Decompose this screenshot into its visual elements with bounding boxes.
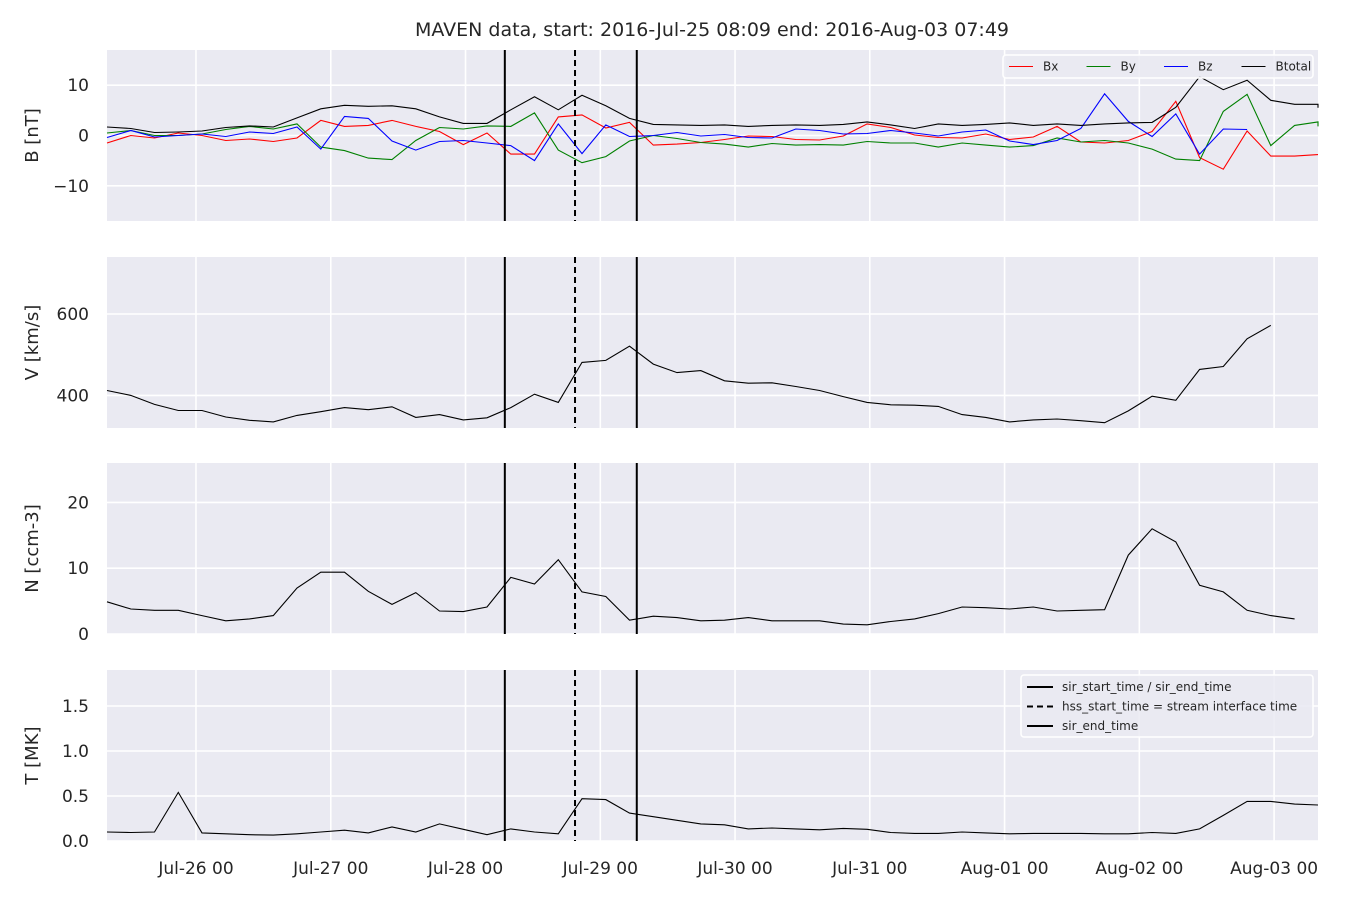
xtick-label-7: Aug-02 00 (1095, 859, 1183, 879)
v-panel-ylabel: V [km/s] (22, 305, 43, 380)
xtick-label-5: Jul-31 00 (831, 859, 907, 879)
legend-label-Bx: Bx (1043, 60, 1058, 74)
n-panel-ytick-label: 20 (67, 493, 89, 513)
v-panel-ytick-label: 600 (57, 305, 89, 325)
t-panel-ylabel: T [MK] (22, 726, 43, 785)
xtick-label-0: Jul-26 00 (157, 859, 233, 879)
b-panel-series-Btotal (106, 75, 1319, 134)
b-panel-ytick-label: −10 (53, 177, 89, 197)
t-panel-series-0 (106, 791, 1319, 836)
t-panel-ytick-label: 1.5 (62, 697, 89, 717)
legend-label-By: By (1121, 60, 1136, 74)
legend-label-event-0: sir_start_time / sir_end_time (1062, 680, 1232, 694)
n-panel-ytick-label: 10 (67, 559, 89, 579)
b-panel-ytick-label: 10 (67, 76, 89, 96)
legend-label-event-1: hss_start_time = stream interface time (1062, 700, 1297, 714)
v-panel: 400 600 V [km/s] (22, 257, 1318, 428)
xtick-label-3: Jul-29 00 (562, 859, 638, 879)
chart-title: MAVEN data, start: 2016-Jul-25 08:09 end… (415, 19, 1009, 41)
n-panel-background (107, 463, 1318, 634)
v-panel-series-0 (106, 324, 1272, 424)
t-legend-box (1020, 674, 1314, 738)
t-panel-ytick-label: 0.0 (62, 832, 89, 852)
t-panel-ytick-label: 0.5 (62, 787, 89, 807)
xtick-label-6: Aug-01 00 (961, 859, 1049, 879)
b-panel-series-By (106, 93, 1319, 164)
n-panel-ylabel: N [ccm-3] (22, 504, 43, 593)
legend-label-Bz: Bz (1198, 60, 1213, 74)
xtick-label-8: Aug-03 00 (1230, 859, 1318, 879)
b-panel: −10 0 10 B [nT] Bx By Bz Btotal (22, 50, 1319, 221)
t-legend: sir_start_time / sir_end_time hss_start_t… (1020, 674, 1314, 738)
b-legend: Bx By Bz Btotal (1002, 54, 1314, 79)
xtick-label-4: Jul-30 00 (696, 859, 772, 879)
v-panel-ytick-label: 400 (57, 386, 89, 406)
legend-label-event-2: sir_end_time (1062, 719, 1138, 733)
b-panel-series-Bz (106, 92, 1248, 162)
b-panel-ytick-label: 0 (78, 127, 89, 147)
t-panel: 0.0 0.5 1.0 1.5 T [MK] sir_start_time / sir_e… (22, 670, 1319, 852)
n-panel-ytick-label: 0 (78, 625, 89, 645)
n-panel: 0 10 20 N [ccm-3] (22, 463, 1318, 645)
legend-label-Btotal: Btotal (1276, 60, 1312, 74)
xtick-label-1: Jul-27 00 (292, 859, 368, 879)
b-legend-box (1002, 54, 1314, 79)
t-panel-ytick-label: 1.0 (62, 742, 89, 762)
b-panel-ylabel: B [nT] (22, 108, 43, 163)
xtick-label-2: Jul-28 00 (427, 859, 503, 879)
n-panel-series-0 (106, 528, 1295, 626)
v-panel-background (107, 257, 1318, 428)
